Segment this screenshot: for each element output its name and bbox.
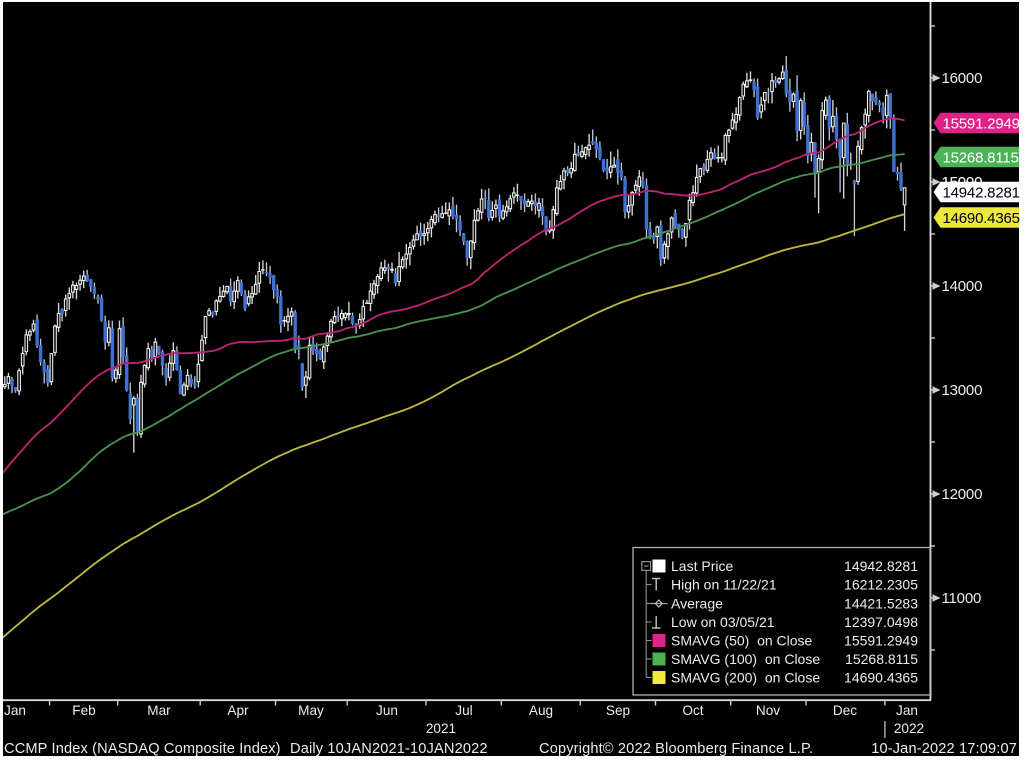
- svg-text:Last Price: Last Price: [671, 558, 733, 574]
- svg-text:Low on 03/05/21: Low on 03/05/21: [671, 614, 775, 630]
- svg-text:2022: 2022: [894, 721, 924, 736]
- svg-text:Jan: Jan: [4, 703, 26, 718]
- svg-text:Jun: Jun: [376, 703, 398, 718]
- svg-text:14690.4365: 14690.4365: [844, 669, 918, 685]
- svg-text:Aug: Aug: [529, 703, 553, 718]
- svg-text:14000: 14000: [942, 278, 983, 295]
- svg-text:15268.8115: 15268.8115: [943, 149, 1019, 166]
- svg-text:12000: 12000: [942, 486, 983, 503]
- svg-text:14942.8281: 14942.8281: [943, 184, 1020, 201]
- svg-text:16212.2305: 16212.2305: [844, 576, 918, 592]
- svg-text:High on 11/22/21: High on 11/22/21: [671, 576, 777, 592]
- svg-text:15268.8115: 15268.8115: [845, 651, 918, 667]
- svg-text:Daily 10JAN2021-10JAN2022: Daily 10JAN2021-10JAN2022: [290, 741, 488, 757]
- svg-text:14942.8281: 14942.8281: [844, 558, 918, 574]
- svg-text:Jan: Jan: [896, 703, 918, 718]
- svg-text:SMAVG (100) on Close: SMAVG (100) on Close: [671, 651, 820, 667]
- svg-text:Oct: Oct: [682, 703, 703, 718]
- svg-text:Copyright© 2022 Bloomberg Fina: Copyright© 2022 Bloomberg Finance L.P.: [539, 741, 813, 757]
- svg-text:13000: 13000: [942, 382, 983, 399]
- svg-text:Feb: Feb: [72, 703, 95, 718]
- svg-text:SMAVG (200) on Close: SMAVG (200) on Close: [671, 669, 820, 685]
- svg-text:Apr: Apr: [227, 703, 249, 718]
- svg-text:12397.0498: 12397.0498: [844, 614, 918, 630]
- svg-text:10-Jan-2022 17:09:07: 10-Jan-2022 17:09:07: [871, 741, 1017, 757]
- svg-text:2021: 2021: [426, 721, 456, 736]
- svg-text:May: May: [298, 703, 324, 718]
- svg-text:Jul: Jul: [455, 703, 472, 718]
- svg-text:15591.2949: 15591.2949: [943, 115, 1020, 132]
- svg-text:CCMP Index (NASDAQ Composite I: CCMP Index (NASDAQ Composite Index): [4, 741, 281, 757]
- svg-text:SMAVG (50) on Close: SMAVG (50) on Close: [671, 632, 813, 648]
- svg-text:16000: 16000: [942, 70, 983, 87]
- svg-text:14421.5283: 14421.5283: [844, 595, 918, 611]
- svg-text:Average: Average: [671, 595, 723, 611]
- svg-text:Nov: Nov: [756, 703, 780, 718]
- svg-text:Sep: Sep: [606, 703, 630, 718]
- svg-text:14690.4365: 14690.4365: [943, 210, 1020, 227]
- svg-text:11000: 11000: [942, 590, 982, 607]
- svg-text:Mar: Mar: [147, 703, 171, 718]
- svg-text:Dec: Dec: [833, 703, 857, 718]
- svg-text:15591.2949: 15591.2949: [844, 632, 918, 648]
